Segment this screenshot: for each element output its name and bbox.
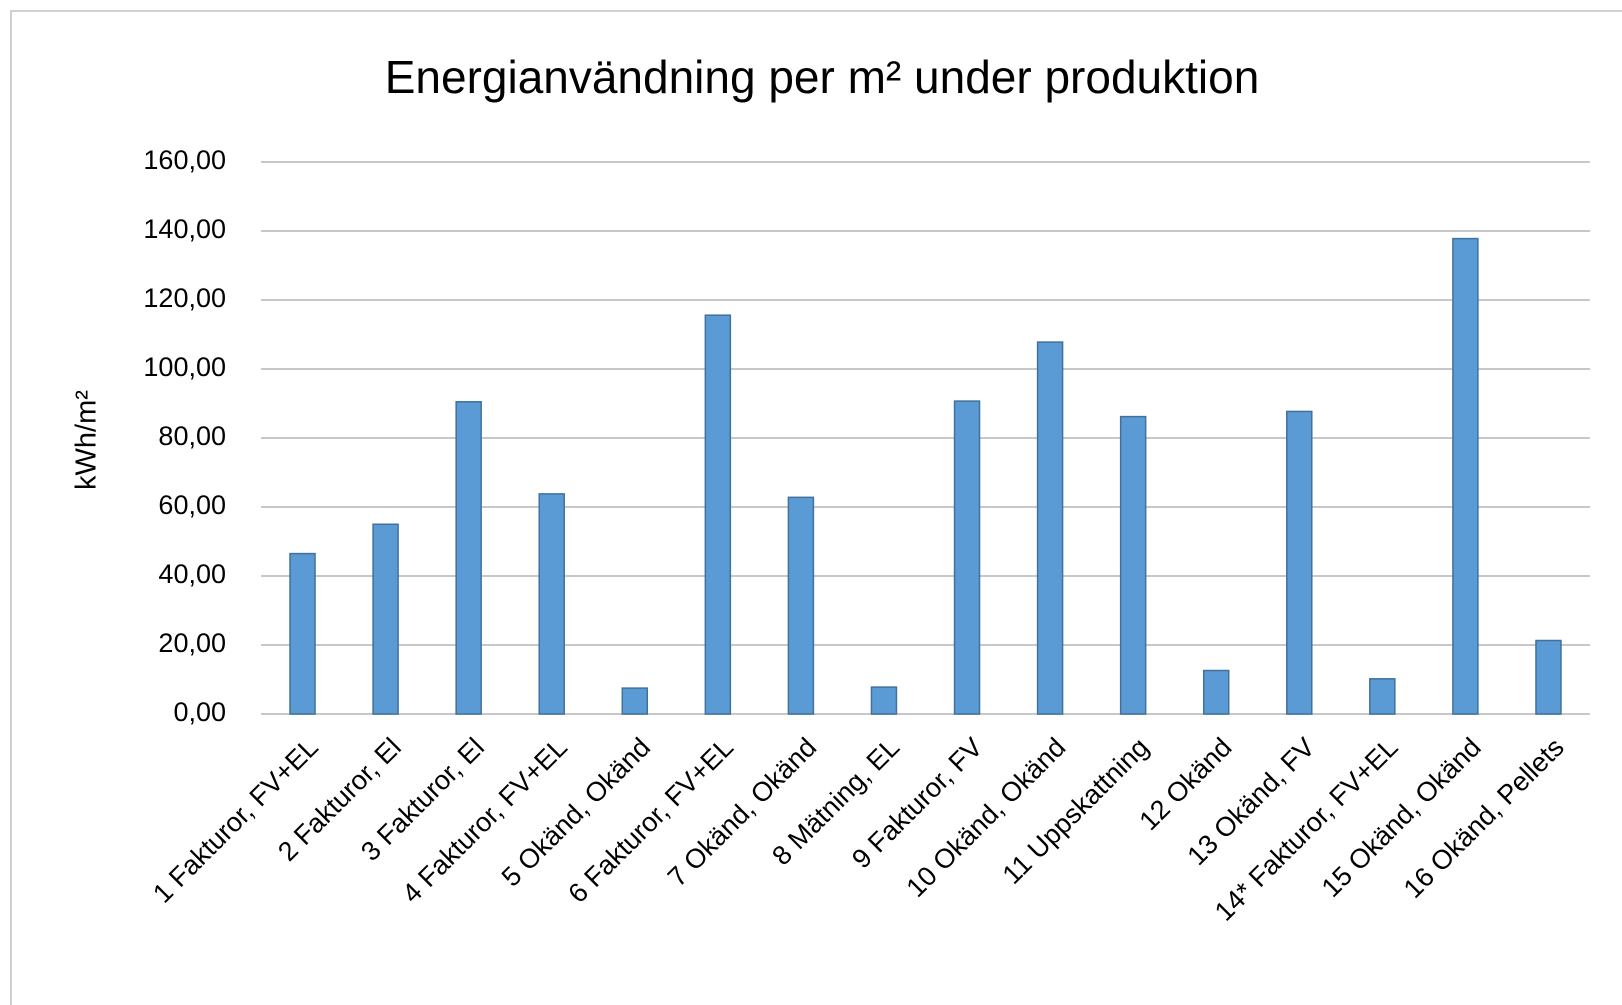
- bar: [1286, 410, 1313, 715]
- bar: [1369, 678, 1396, 715]
- bar: [953, 400, 981, 715]
- bar: [1202, 669, 1230, 715]
- bar: [1535, 639, 1562, 715]
- x-tick-label: 5 Okänd, Okänd: [496, 732, 656, 892]
- y-tick-label: 100,00: [143, 352, 226, 382]
- bar: [289, 552, 316, 715]
- y-tick-label: 160,00: [143, 145, 226, 175]
- x-tick-label: 10 Okänd, Okänd: [901, 732, 1072, 903]
- y-tick-label: 80,00: [158, 421, 226, 451]
- bar: [787, 496, 815, 715]
- bar: [1036, 341, 1064, 715]
- bar: [1452, 237, 1479, 715]
- bar: [372, 523, 399, 715]
- bar: [704, 314, 732, 715]
- y-tick-label: 120,00: [143, 283, 226, 313]
- bar: [538, 493, 565, 715]
- y-tick-label: 140,00: [143, 214, 226, 244]
- y-axis-label: kWh/m²: [71, 390, 103, 490]
- bar: [621, 687, 649, 715]
- y-tick-label: 60,00: [158, 490, 226, 520]
- x-tick-label: 11 Uppskattning: [997, 732, 1155, 890]
- x-tick-label: 16 Okänd, Pellets: [1398, 732, 1570, 904]
- x-tick-label: 7 Okänd, Okänd: [662, 732, 822, 892]
- y-tick-label: 0,00: [173, 697, 226, 727]
- bar: [455, 401, 482, 715]
- chart-frame: [10, 10, 1622, 1005]
- y-tick-label: 20,00: [158, 628, 226, 658]
- bar: [1119, 415, 1147, 715]
- bar: [870, 686, 898, 715]
- x-tick-label: 15 Okänd, Okänd: [1316, 732, 1487, 903]
- chart-title: Energianvändning per m² under produktion: [385, 51, 1260, 103]
- y-tick-label: 40,00: [158, 559, 226, 589]
